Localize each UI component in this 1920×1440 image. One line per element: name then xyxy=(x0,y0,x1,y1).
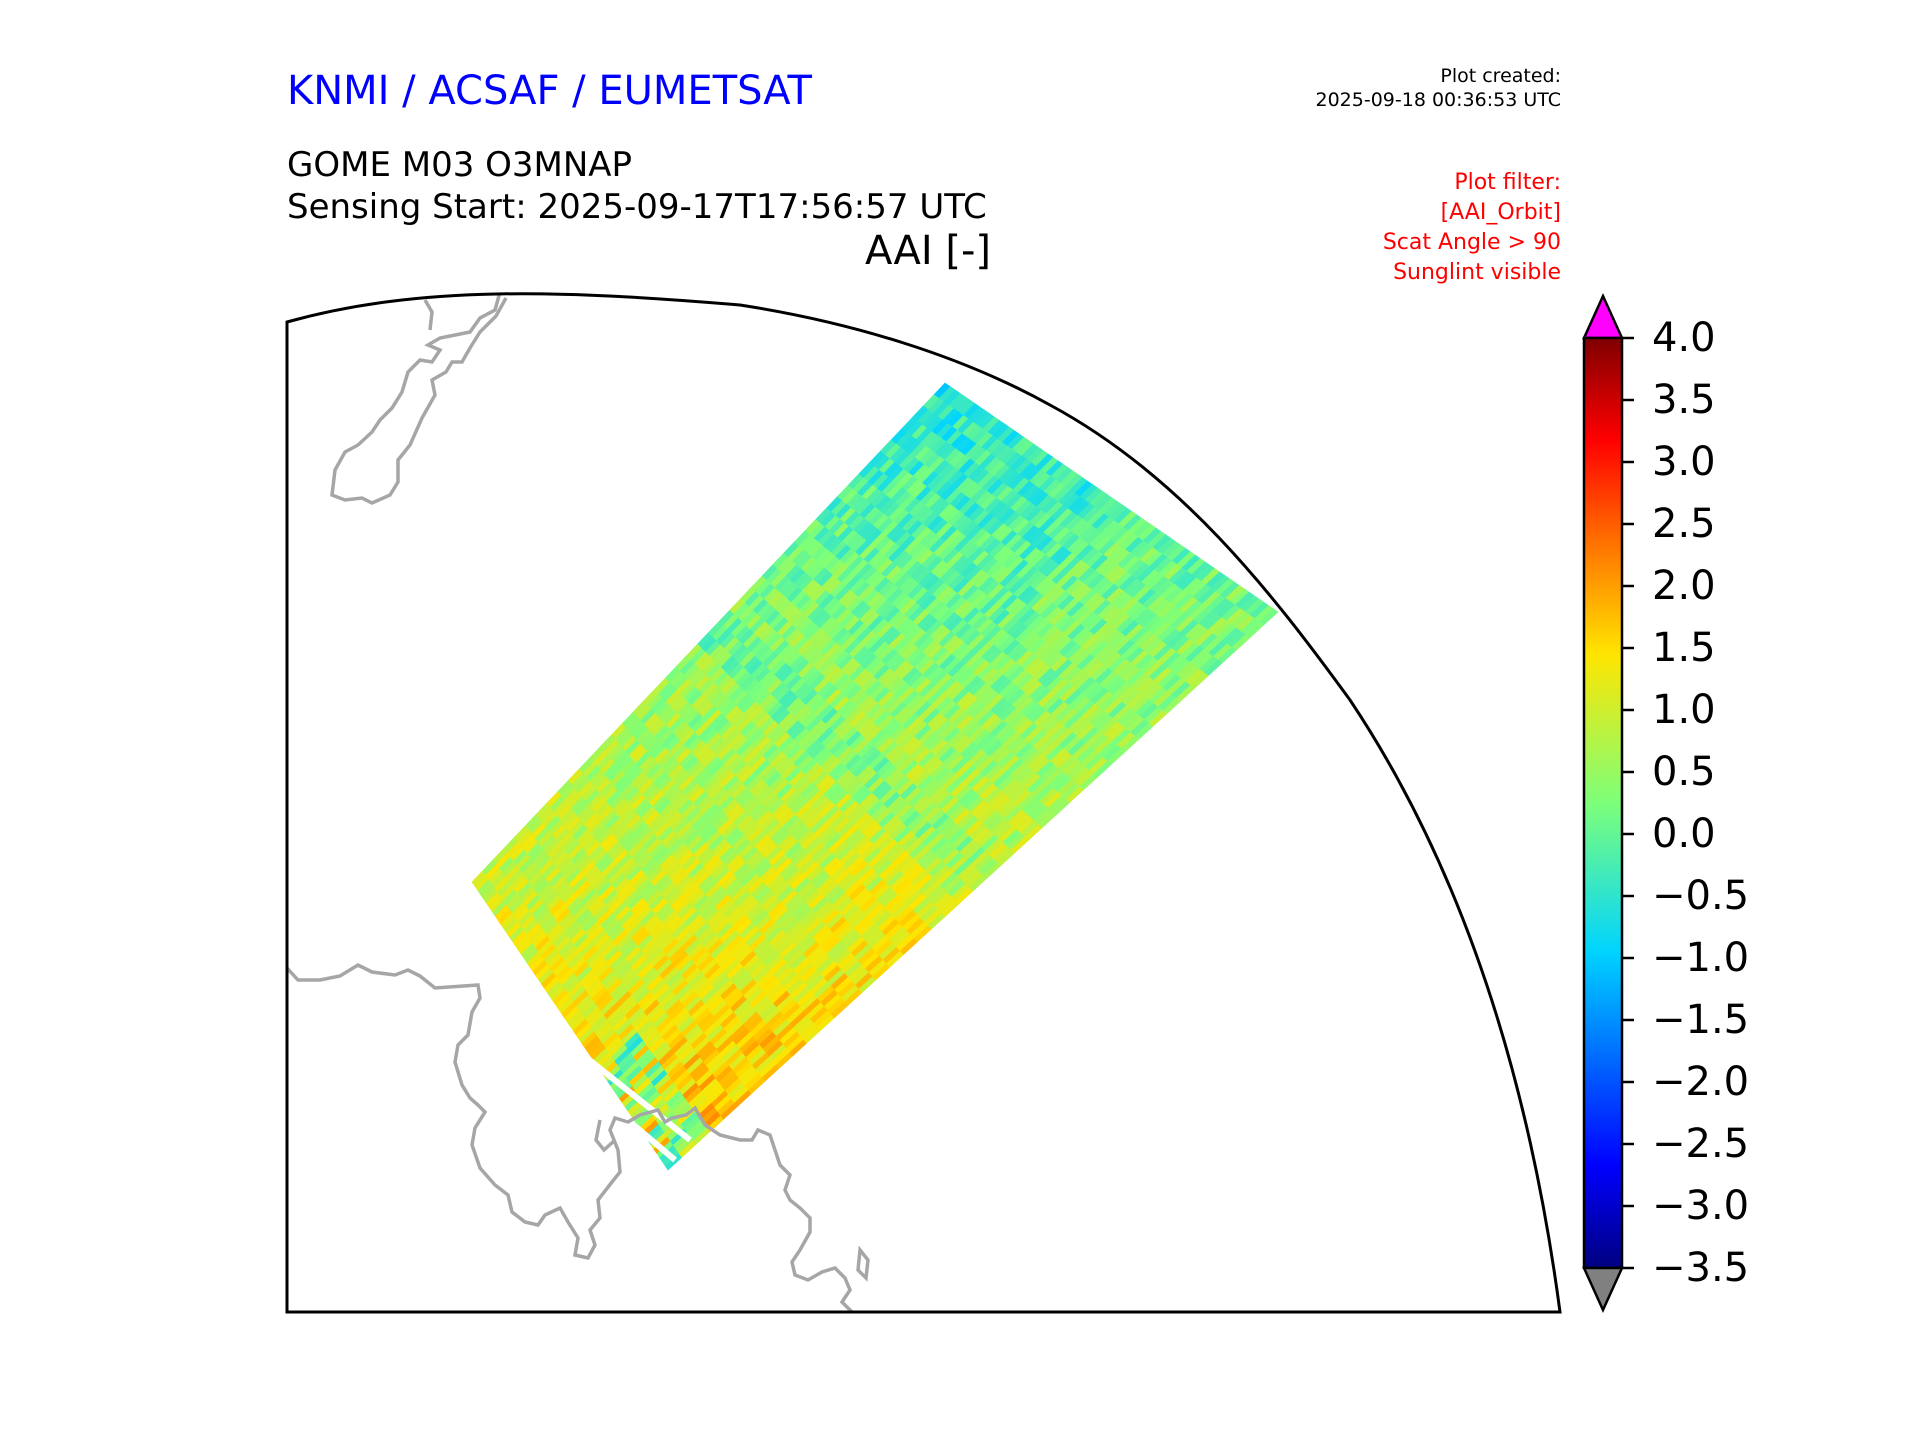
colorbar-gradient xyxy=(1582,336,1624,1270)
colorbar-tick-label: 1.0 xyxy=(1652,687,1716,733)
map-content xyxy=(287,293,1279,1312)
colorbar-tick-label: 2.0 xyxy=(1652,563,1716,609)
colorbar-tick-label: −2.0 xyxy=(1652,1059,1750,1105)
colorbar-tick-label: −1.0 xyxy=(1652,935,1750,981)
plot-created-time: 2025-09-18 00:36:53 UTC xyxy=(1315,89,1562,111)
plot-created-block: Plot created: 2025-09-18 00:36:53 UTC xyxy=(1316,64,1562,112)
colorbar-tick-label: 4.0 xyxy=(1652,315,1716,361)
colorbar-over-arrow xyxy=(1582,292,1624,340)
colorbar-tickmarks xyxy=(1622,336,1634,1270)
plot-filter-line: [AAI_Orbit] xyxy=(1440,200,1561,225)
colorbar-tick-label: 2.5 xyxy=(1652,501,1716,547)
colorbar-tick-label: 3.5 xyxy=(1652,377,1716,423)
plot-filter-title: Plot filter: xyxy=(1454,170,1561,195)
variable-label: AAI [-] xyxy=(865,228,991,274)
plot-filter: Plot filter: [AAI_Orbit] Scat Angle > 90… xyxy=(1383,168,1561,288)
colorbar-tick-label: −1.5 xyxy=(1652,997,1750,1043)
colorbar-under-arrow xyxy=(1582,1266,1624,1314)
satellite-swath xyxy=(471,382,1279,1171)
plot-created-label: Plot created: xyxy=(1440,65,1561,87)
sensing-start: Sensing Start: 2025-09-17T17:56:57 UTC xyxy=(287,187,987,227)
colorbar-tick-label: −0.5 xyxy=(1652,873,1750,919)
organization-title: KNMI / ACSAF / EUMETSAT xyxy=(287,68,812,114)
colorbar-tick-label: −3.0 xyxy=(1652,1183,1750,1229)
plot-filter-line: Sunglint visible xyxy=(1393,260,1561,285)
colorbar-tick-label: 0.0 xyxy=(1652,811,1716,857)
colorbar-tick-label: 0.5 xyxy=(1652,749,1716,795)
colorbar-tick-label: 1.5 xyxy=(1652,625,1716,671)
product-title: GOME M03 O3MNAP xyxy=(287,145,633,185)
colorbar-tick-label: −3.5 xyxy=(1652,1245,1750,1291)
colorbar-tick-label: 3.0 xyxy=(1652,439,1716,485)
colorbar-tick-label: −2.5 xyxy=(1652,1121,1750,1167)
plot-filter-line: Scat Angle > 90 xyxy=(1382,230,1561,255)
